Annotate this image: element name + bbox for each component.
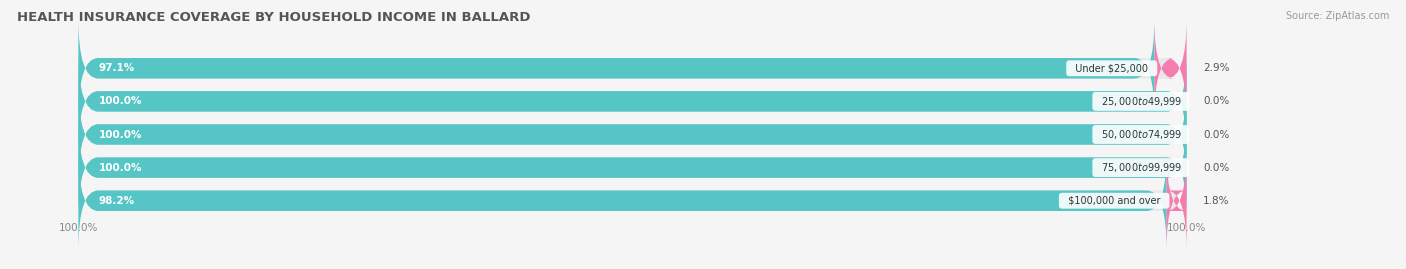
FancyBboxPatch shape — [79, 52, 1187, 151]
FancyBboxPatch shape — [79, 151, 1167, 250]
Text: 2.9%: 2.9% — [1204, 63, 1230, 73]
Text: 97.1%: 97.1% — [98, 63, 135, 73]
Text: 0.0%: 0.0% — [1204, 96, 1229, 107]
Text: $50,000 to $74,999: $50,000 to $74,999 — [1095, 128, 1187, 141]
FancyBboxPatch shape — [79, 118, 1187, 217]
FancyBboxPatch shape — [79, 151, 1187, 250]
Text: Source: ZipAtlas.com: Source: ZipAtlas.com — [1285, 11, 1389, 21]
Text: $75,000 to $99,999: $75,000 to $99,999 — [1095, 161, 1187, 174]
FancyBboxPatch shape — [1167, 151, 1187, 250]
Text: 0.0%: 0.0% — [1204, 162, 1229, 173]
FancyBboxPatch shape — [79, 85, 1187, 184]
FancyBboxPatch shape — [79, 19, 1154, 118]
FancyBboxPatch shape — [79, 85, 1187, 184]
Text: 0.0%: 0.0% — [1204, 129, 1229, 140]
Text: 100.0%: 100.0% — [98, 129, 142, 140]
Text: 98.2%: 98.2% — [98, 196, 135, 206]
FancyBboxPatch shape — [1154, 19, 1187, 118]
FancyBboxPatch shape — [79, 52, 1187, 151]
Text: $100,000 and over: $100,000 and over — [1062, 196, 1167, 206]
Text: $25,000 to $49,999: $25,000 to $49,999 — [1095, 95, 1187, 108]
Text: 100.0%: 100.0% — [98, 162, 142, 173]
FancyBboxPatch shape — [79, 118, 1187, 217]
Text: 100.0%: 100.0% — [98, 96, 142, 107]
Text: 1.8%: 1.8% — [1204, 196, 1230, 206]
Text: HEALTH INSURANCE COVERAGE BY HOUSEHOLD INCOME IN BALLARD: HEALTH INSURANCE COVERAGE BY HOUSEHOLD I… — [17, 11, 530, 24]
Text: Under $25,000: Under $25,000 — [1069, 63, 1154, 73]
FancyBboxPatch shape — [79, 19, 1187, 118]
